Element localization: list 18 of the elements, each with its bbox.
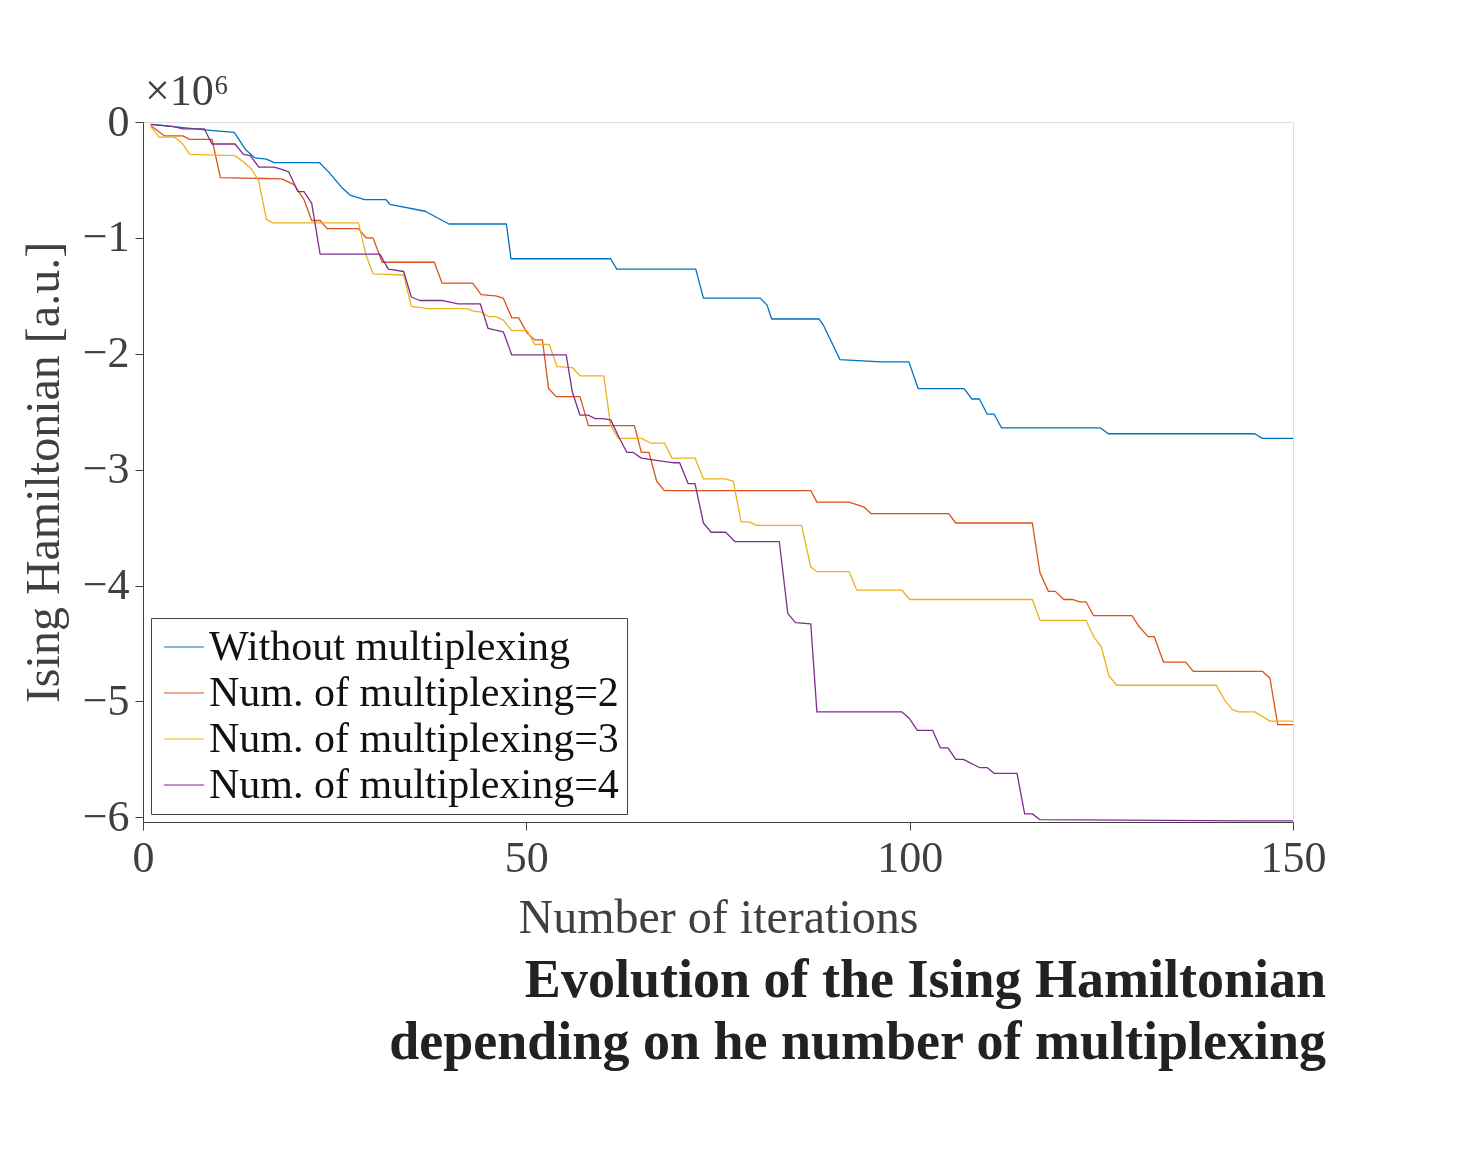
y-tick-label: −1 (82, 212, 130, 262)
legend-label: Num. of multiplexing=2 (209, 669, 619, 715)
legend-label: Without multiplexing (209, 623, 571, 669)
legend-label: Num. of multiplexing=3 (209, 715, 619, 761)
x-tick-label: 100 (877, 832, 944, 882)
y-tick-label: −3 (82, 444, 130, 494)
y-tick-label: −4 (82, 560, 130, 610)
text: Evolution of the Ising Hamiltonian depending on he number of multiplexing (389, 949, 1326, 1071)
y-tick-label: −2 (82, 328, 130, 378)
y-axis-title: Ising Hamiltonian [a.u.] (15, 241, 69, 704)
x-axis-title: Number of iterations (518, 889, 919, 943)
x-tick-label: 150 (1260, 832, 1327, 882)
y-tick-label: −5 (82, 675, 130, 725)
y-tick-label: −6 (82, 791, 130, 841)
x-tick-label: 50 (504, 832, 549, 882)
y-tick-label: 0 (107, 96, 130, 146)
text: ×10⁶ (145, 66, 230, 115)
legend-label: Num. of multiplexing=4 (209, 761, 619, 807)
